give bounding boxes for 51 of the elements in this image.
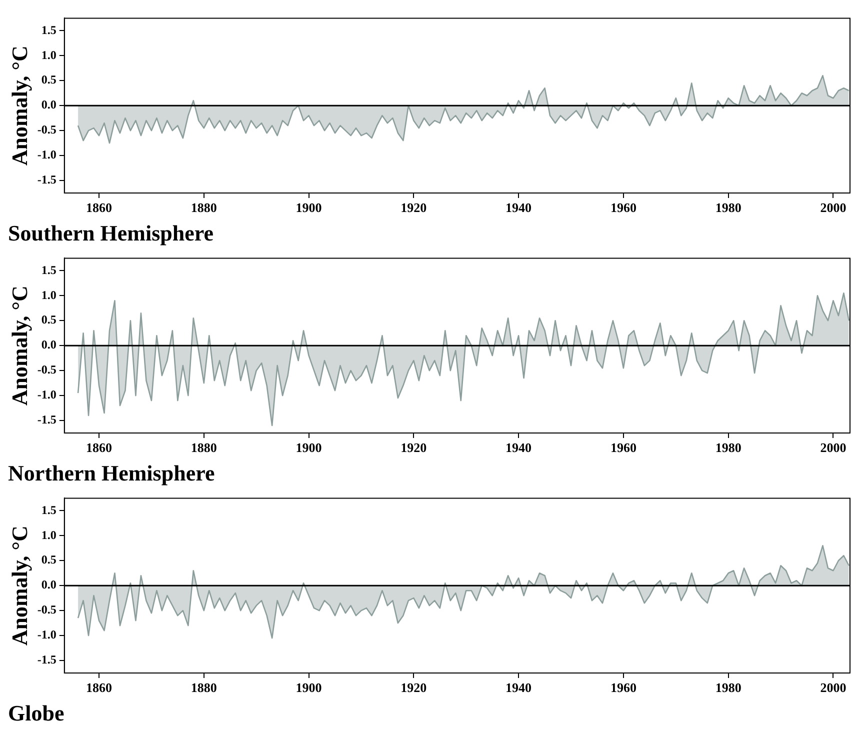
x-tick-label: 1960: [610, 440, 636, 456]
x-tick-label: 2000: [820, 200, 846, 216]
x-tick-label: 1980: [715, 440, 742, 456]
x-tick-label: 1940: [506, 200, 532, 216]
y-tick-label: 1.5: [41, 22, 56, 37]
y-tick-label: -1.0: [37, 388, 56, 402]
y-tick-label: 1.0: [41, 288, 56, 302]
x-tick-label: 1920: [400, 200, 427, 216]
x-tick-label: 1880: [190, 200, 217, 216]
x-tick-label: 2000: [820, 440, 846, 456]
x-tick-label: 1880: [190, 680, 217, 696]
y-tick-label: -0.5: [37, 602, 56, 617]
x-tick-label: 1960: [610, 680, 636, 696]
y-axis-title: Anomaly, °C: [6, 46, 32, 166]
y-tick-label: 0.0: [41, 578, 56, 592]
x-tick-label: 1860: [86, 200, 112, 216]
y-axis-title: Anomaly, °C: [6, 286, 32, 406]
y-axis-title: Anomaly, °C: [6, 526, 32, 646]
y-tick-label: 1.0: [41, 528, 56, 542]
y-tick-label: 1.0: [41, 48, 56, 62]
x-tick-label: 1900: [296, 680, 322, 696]
x-tick-label: 1940: [506, 680, 532, 696]
x-tick-label: 1880: [190, 440, 217, 456]
y-tick-label: -1.0: [37, 148, 56, 162]
x-tick-label: 1860: [86, 440, 112, 456]
y-tick-label: 1.5: [41, 262, 56, 277]
y-tick-label: -1.5: [37, 412, 56, 427]
y-tick-label: 0.5: [41, 552, 56, 567]
x-tick-label: 2000: [820, 680, 846, 696]
x-tick-label: 1960: [610, 200, 636, 216]
y-tick-label: -0.5: [37, 362, 56, 377]
x-tick-label: 1900: [296, 200, 322, 216]
y-tick-label: 0.0: [41, 98, 56, 112]
x-tick-label: 1860: [86, 680, 112, 696]
y-tick-label: -1.5: [37, 172, 56, 187]
x-tick-label: 1980: [715, 200, 742, 216]
y-tick-label: -1.5: [37, 652, 56, 667]
y-tick-label: -0.5: [37, 122, 56, 137]
text: Globe: [8, 700, 64, 726]
y-tick-label: -1.0: [37, 628, 56, 642]
y-tick-label: 0.5: [41, 72, 56, 87]
x-tick-label: 1980: [715, 680, 742, 696]
x-tick-label: 1900: [296, 440, 322, 456]
text: Southern Hemisphere: [8, 220, 214, 246]
y-tick-label: 0.0: [41, 338, 56, 352]
x-tick-label: 1920: [400, 440, 427, 456]
y-tick-label: 1.5: [41, 502, 56, 517]
x-tick-label: 1920: [400, 680, 427, 696]
text: Northern Hemisphere: [8, 460, 215, 486]
x-tick-label: 1940: [506, 440, 532, 456]
y-tick-label: 0.5: [41, 312, 56, 327]
